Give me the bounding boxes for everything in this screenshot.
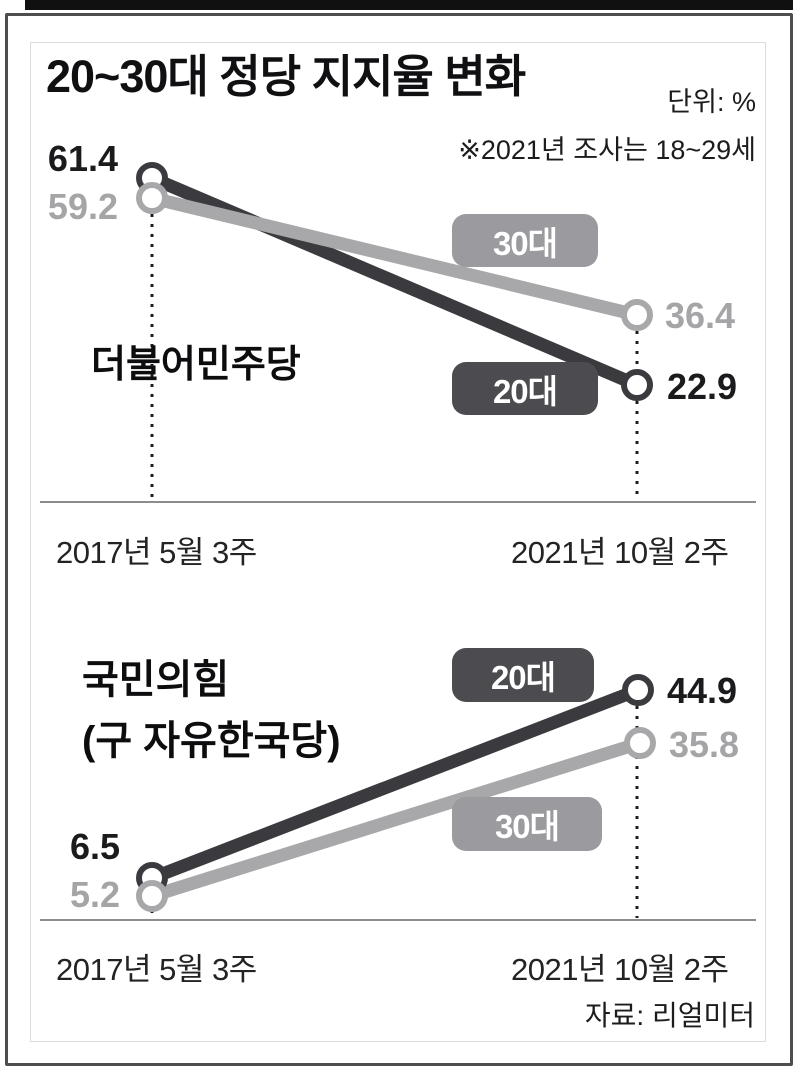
x-tick-top-2021: 2021년 10월 2주 xyxy=(511,535,729,570)
line-20s-ppp xyxy=(149,683,641,885)
point-20s-democratic-2021 xyxy=(621,369,653,401)
line-30s-ppp xyxy=(150,736,642,903)
legend-badge-20s-democratic: 20대 xyxy=(452,362,598,415)
top-black-rule xyxy=(25,0,793,10)
point-30s-ppp-2021 xyxy=(624,727,656,759)
value-label-20s-democratic-2021: 22.9 xyxy=(667,366,738,407)
x-tick-top-2017: 2017년 5월 3주 xyxy=(56,535,257,570)
legend-badge-30s-ppp: 30대 xyxy=(452,797,602,851)
value-label-20s-democratic-2017: 61.4 xyxy=(47,138,118,179)
legend-badge-30s-democratic: 30대 xyxy=(452,214,598,267)
value-label-20s-ppp-2021: 44.9 xyxy=(667,670,738,711)
value-label-30s-democratic-2021: 36.4 xyxy=(665,295,736,336)
party-label-ppp-main: 국민의힘 xyxy=(82,658,230,702)
value-label-30s-democratic-2017: 59.2 xyxy=(47,186,118,227)
x-tick-bottom-2021: 2021년 10월 2주 xyxy=(511,952,729,987)
legend-badge-20s-ppp: 20대 xyxy=(452,648,594,702)
point-30s-ppp-2017 xyxy=(136,880,168,912)
point-30s-democratic-2017 xyxy=(136,182,168,214)
point-30s-democratic-2021 xyxy=(621,299,653,331)
point-20s-ppp-2021 xyxy=(622,674,654,706)
party-label-ppp: 국민의힘 (구 자유한국당) xyxy=(82,650,341,772)
value-label-20s-ppp-2017: 6.5 xyxy=(69,826,120,867)
party-label-democratic: 더불어민주당 xyxy=(91,344,301,386)
source-credit: 자료: 리얼미터 xyxy=(584,1000,755,1031)
line-30s-democratic xyxy=(150,191,639,322)
page-title: 20~30대 정당 지지율 변화 xyxy=(46,51,526,102)
x-tick-bottom-2017: 2017년 5월 3주 xyxy=(56,952,257,987)
value-label-30s-ppp-2017: 5.2 xyxy=(69,874,120,915)
unit-label: 단위: % xyxy=(667,87,756,117)
survey-note: ※2021년 조사는 18~29세 xyxy=(458,135,756,165)
party-label-ppp-sub: (구 자유한국당) xyxy=(82,718,341,763)
value-label-30s-ppp-2021: 35.8 xyxy=(669,724,740,765)
